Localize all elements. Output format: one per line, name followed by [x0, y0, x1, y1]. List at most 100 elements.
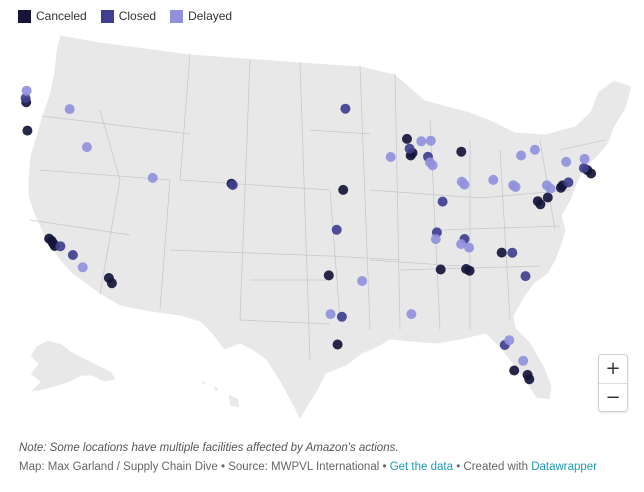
state-border: [299, 61, 311, 361]
us-map[interactable]: [0, 30, 644, 425]
footer-credit: Map: Max Garland / Supply Chain Dive: [19, 461, 218, 473]
point-closed[interactable]: [331, 224, 342, 235]
point-closed[interactable]: [437, 196, 448, 207]
footer: Map: Max Garland / Supply Chain Dive • S…: [19, 461, 597, 473]
footer-separator: •: [379, 461, 390, 473]
zoom-out-button[interactable]: −: [599, 383, 627, 411]
point-closed[interactable]: [227, 180, 238, 190]
point-delayed[interactable]: [425, 135, 436, 146]
state-border: [479, 189, 571, 199]
point-canceled[interactable]: [332, 339, 343, 350]
state-border: [369, 259, 461, 267]
state-border: [369, 189, 481, 199]
point-delayed[interactable]: [579, 153, 590, 164]
point-delayed[interactable]: [325, 309, 336, 320]
state-border: [239, 319, 331, 325]
state-border: [41, 115, 191, 135]
point-canceled[interactable]: [524, 374, 535, 385]
footer-source: Source: MWPVL International: [228, 461, 380, 473]
point-delayed[interactable]: [430, 234, 441, 245]
get-the-data-link[interactable]: Get the data: [389, 461, 453, 473]
zoom-in-button[interactable]: +: [599, 355, 627, 383]
point-delayed[interactable]: [488, 174, 499, 185]
point-canceled[interactable]: [464, 265, 475, 276]
point-delayed[interactable]: [516, 150, 527, 161]
point-canceled[interactable]: [456, 146, 467, 157]
point-canceled[interactable]: [496, 247, 507, 258]
point-closed[interactable]: [336, 311, 347, 322]
state-border: [29, 219, 131, 236]
point-closed[interactable]: [340, 103, 351, 114]
point-canceled[interactable]: [542, 192, 553, 203]
point-canceled[interactable]: [402, 133, 412, 144]
point-closed[interactable]: [507, 247, 518, 258]
state-border: [394, 73, 401, 331]
legend: Canceled Closed Delayed: [18, 9, 232, 23]
facility-points: [20, 85, 597, 385]
legend-label-delayed: Delayed: [188, 9, 233, 23]
point-delayed[interactable]: [464, 242, 475, 253]
point-delayed[interactable]: [459, 179, 470, 190]
point-closed[interactable]: [578, 163, 589, 174]
point-delayed[interactable]: [545, 183, 556, 194]
point-delayed[interactable]: [77, 262, 88, 273]
state-border: [99, 179, 121, 295]
point-canceled[interactable]: [435, 264, 446, 275]
point-delayed[interactable]: [357, 276, 368, 286]
state-border: [329, 189, 341, 321]
state-border: [439, 225, 561, 231]
point-closed[interactable]: [55, 241, 66, 252]
point-delayed[interactable]: [510, 182, 521, 192]
point-closed[interactable]: [563, 177, 574, 188]
point-canceled[interactable]: [338, 184, 349, 195]
point-canceled[interactable]: [586, 168, 597, 179]
state-border: [169, 249, 331, 257]
point-delayed[interactable]: [406, 309, 417, 320]
legend-item-closed: Closed: [100, 9, 157, 23]
footer-created-with: Created with: [463, 461, 532, 473]
point-delayed[interactable]: [561, 156, 572, 167]
point-delayed[interactable]: [529, 144, 540, 155]
hawaii-outline: [198, 379, 241, 409]
point-delayed[interactable]: [21, 85, 32, 96]
state-border: [99, 109, 121, 181]
alaska-outline: [28, 339, 117, 393]
legend-label-canceled: Canceled: [36, 9, 87, 23]
state-border: [239, 59, 251, 321]
point-canceled[interactable]: [106, 278, 117, 289]
point-delayed[interactable]: [416, 136, 427, 147]
state-border: [559, 139, 606, 151]
point-delayed[interactable]: [427, 160, 438, 171]
state-border: [499, 149, 511, 321]
map-note: Note: Some locations have multiple facil…: [19, 442, 399, 454]
state-border: [179, 53, 191, 181]
point-delayed[interactable]: [147, 172, 158, 183]
point-canceled[interactable]: [22, 125, 33, 136]
point-delayed[interactable]: [385, 152, 396, 162]
state-borders: [29, 53, 606, 361]
point-closed[interactable]: [520, 271, 531, 282]
datawrapper-link[interactable]: Datawrapper: [531, 461, 598, 473]
point-delayed[interactable]: [456, 239, 467, 250]
point-canceled[interactable]: [509, 365, 520, 376]
point-closed[interactable]: [20, 93, 31, 104]
state-border: [179, 179, 331, 191]
state-border: [329, 255, 401, 261]
legend-swatch-closed: [100, 9, 114, 23]
point-canceled[interactable]: [323, 270, 334, 281]
legend-item-canceled: Canceled: [18, 9, 87, 23]
point-delayed[interactable]: [64, 104, 75, 115]
legend-label-closed: Closed: [118, 9, 157, 23]
point-delayed[interactable]: [504, 335, 515, 346]
point-closed[interactable]: [404, 143, 415, 154]
point-closed[interactable]: [67, 250, 78, 260]
legend-swatch-delayed: [170, 9, 184, 23]
us-outline: [27, 34, 633, 422]
point-delayed[interactable]: [518, 355, 529, 366]
us-land: [27, 34, 633, 422]
state-border: [309, 129, 371, 135]
footer-separator: •: [453, 461, 464, 473]
state-border: [159, 179, 171, 311]
point-canceled[interactable]: [535, 199, 546, 210]
point-delayed[interactable]: [81, 142, 92, 153]
